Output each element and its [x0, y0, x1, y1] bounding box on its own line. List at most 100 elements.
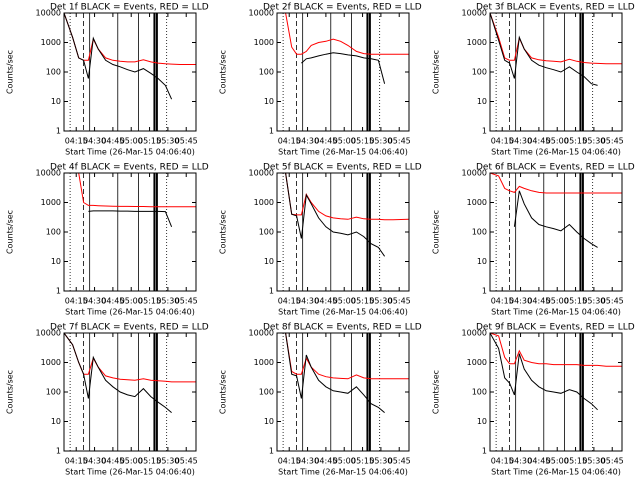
plot-frame — [489, 12, 623, 132]
y-tick-label: 100 — [259, 228, 274, 237]
x-tick-label: 05:30 — [369, 137, 392, 146]
y-tick-label: 10000 — [249, 169, 274, 178]
panel: Det 3f BLACK = Events, RED = LLD Counts/s… — [432, 3, 635, 157]
series-line — [490, 173, 622, 194]
chart-title: Det 3f BLACK = Events, RED = LLD — [476, 3, 635, 13]
y-tick-label: 1 — [482, 287, 487, 296]
x-tick-label: 04:45 — [527, 137, 550, 146]
y-tick-label: 1 — [269, 447, 274, 456]
y-tick-label: 100 — [259, 68, 274, 77]
x-tick-label: 04:15 — [278, 297, 301, 306]
x-tick-label: 05:45 — [175, 137, 198, 146]
y-tick-label: 10000 — [462, 9, 487, 18]
plot-frame — [276, 172, 410, 292]
y-tick-label: 1 — [56, 447, 61, 456]
y-tick-label: 100 — [259, 388, 274, 397]
x-axis-label: Start Time (26-Mar-15 04:06:40) — [65, 468, 195, 477]
panel: Det 6f BLACK = Events, RED = LLD Counts/s… — [432, 163, 635, 317]
series-line — [490, 333, 598, 411]
x-axis-label: Start Time (26-Mar-15 04:06:40) — [65, 308, 195, 317]
x-tick-label: 05:00 — [120, 297, 143, 306]
plot-frame — [63, 332, 197, 452]
x-axis-label: Start Time (26-Mar-15 04:06:40) — [278, 468, 408, 477]
x-tick-label: 05:00 — [333, 297, 356, 306]
x-axis-label: Start Time (26-Mar-15 04:06:40) — [491, 468, 621, 477]
y-tick-label: 1000 — [467, 198, 487, 207]
plot-frame — [276, 12, 410, 132]
x-tick-label: 05:30 — [156, 457, 179, 466]
x-tick-label: 04:30 — [296, 137, 319, 146]
series-line — [64, 173, 196, 208]
series-line — [277, 333, 409, 380]
x-tick-label: 05:00 — [120, 457, 143, 466]
y-tick-label: 100 — [472, 388, 487, 397]
y-tick-label: 10 — [264, 257, 274, 266]
y-axis-label: Counts/sec — [219, 50, 228, 94]
x-tick-label: 04:30 — [509, 137, 532, 146]
y-tick-label: 1000 — [41, 38, 61, 47]
x-tick-label: 04:45 — [527, 297, 550, 306]
chart-title: Det 7f BLACK = Events, RED = LLD — [50, 323, 209, 333]
x-tick-label: 04:45 — [314, 457, 337, 466]
y-tick-label: 100 — [472, 68, 487, 77]
series-line — [64, 333, 172, 413]
y-axis-label: Counts/sec — [6, 370, 15, 414]
x-tick-label: 05:45 — [175, 457, 198, 466]
y-tick-label: 100 — [46, 388, 61, 397]
x-tick-label: 05:00 — [546, 297, 569, 306]
x-tick-label: 04:15 — [491, 297, 514, 306]
series-line — [301, 52, 386, 84]
y-axis-label: Counts/sec — [6, 50, 15, 94]
y-tick-label: 1 — [482, 127, 487, 136]
x-tick-label: 04:45 — [101, 137, 124, 146]
x-tick-label: 04:30 — [509, 297, 532, 306]
panel: Det 8f BLACK = Events, RED = LLD Counts/s… — [219, 323, 422, 477]
x-tick-label: 04:45 — [101, 457, 124, 466]
x-tick-label: 05:45 — [175, 297, 198, 306]
chart-title: Det 8f BLACK = Events, RED = LLD — [263, 323, 422, 333]
y-tick-label: 1000 — [254, 358, 274, 367]
panel: Det 9f BLACK = Events, RED = LLD Counts/s… — [432, 323, 635, 477]
y-tick-label: 10 — [51, 257, 61, 266]
y-tick-label: 100 — [46, 228, 61, 237]
x-axis-label: Start Time (26-Mar-15 04:06:40) — [491, 148, 621, 157]
x-tick-label: 04:45 — [527, 457, 550, 466]
x-axis-label: Start Time (26-Mar-15 04:06:40) — [278, 148, 408, 157]
x-tick-label: 05:15 — [351, 137, 374, 146]
y-tick-label: 1000 — [41, 198, 61, 207]
panel: Det 4f BLACK = Events, RED = LLD Counts/s… — [6, 163, 209, 317]
x-tick-label: 05:15 — [564, 297, 587, 306]
y-tick-label: 10 — [264, 417, 274, 426]
x-axis-label: Start Time (26-Mar-15 04:06:40) — [278, 308, 408, 317]
y-tick-label: 1000 — [467, 358, 487, 367]
y-tick-label: 1000 — [467, 38, 487, 47]
series-line — [277, 13, 409, 55]
plot-frame — [63, 12, 197, 132]
x-tick-label: 05:45 — [388, 297, 411, 306]
x-tick-label: 05:00 — [546, 457, 569, 466]
chart-title: Det 2f BLACK = Events, RED = LLD — [263, 3, 422, 13]
x-tick-label: 04:15 — [278, 137, 301, 146]
x-tick-label: 05:30 — [582, 457, 605, 466]
chart-title: Det 9f BLACK = Events, RED = LLD — [476, 323, 635, 333]
x-tick-label: 05:00 — [333, 457, 356, 466]
x-tick-label: 04:30 — [296, 457, 319, 466]
x-tick-label: 04:30 — [296, 297, 319, 306]
x-tick-label: 04:15 — [65, 457, 88, 466]
x-tick-label: 05:00 — [120, 137, 143, 146]
series-line — [277, 333, 385, 413]
series-line — [490, 13, 598, 86]
panel: Det 2f BLACK = Events, RED = LLD Counts/s… — [219, 3, 422, 157]
series-line — [490, 13, 622, 65]
chart-title: Det 6f BLACK = Events, RED = LLD — [476, 163, 635, 173]
y-tick-label: 10 — [477, 257, 487, 266]
y-tick-label: 1000 — [41, 358, 61, 367]
x-tick-label: 05:15 — [138, 457, 161, 466]
y-tick-label: 1000 — [254, 38, 274, 47]
y-tick-label: 1000 — [254, 198, 274, 207]
series-line — [64, 13, 173, 100]
x-tick-label: 04:30 — [83, 457, 106, 466]
plot-frame — [489, 172, 623, 292]
plot-frame — [63, 172, 197, 292]
y-tick-label: 10000 — [249, 329, 274, 338]
